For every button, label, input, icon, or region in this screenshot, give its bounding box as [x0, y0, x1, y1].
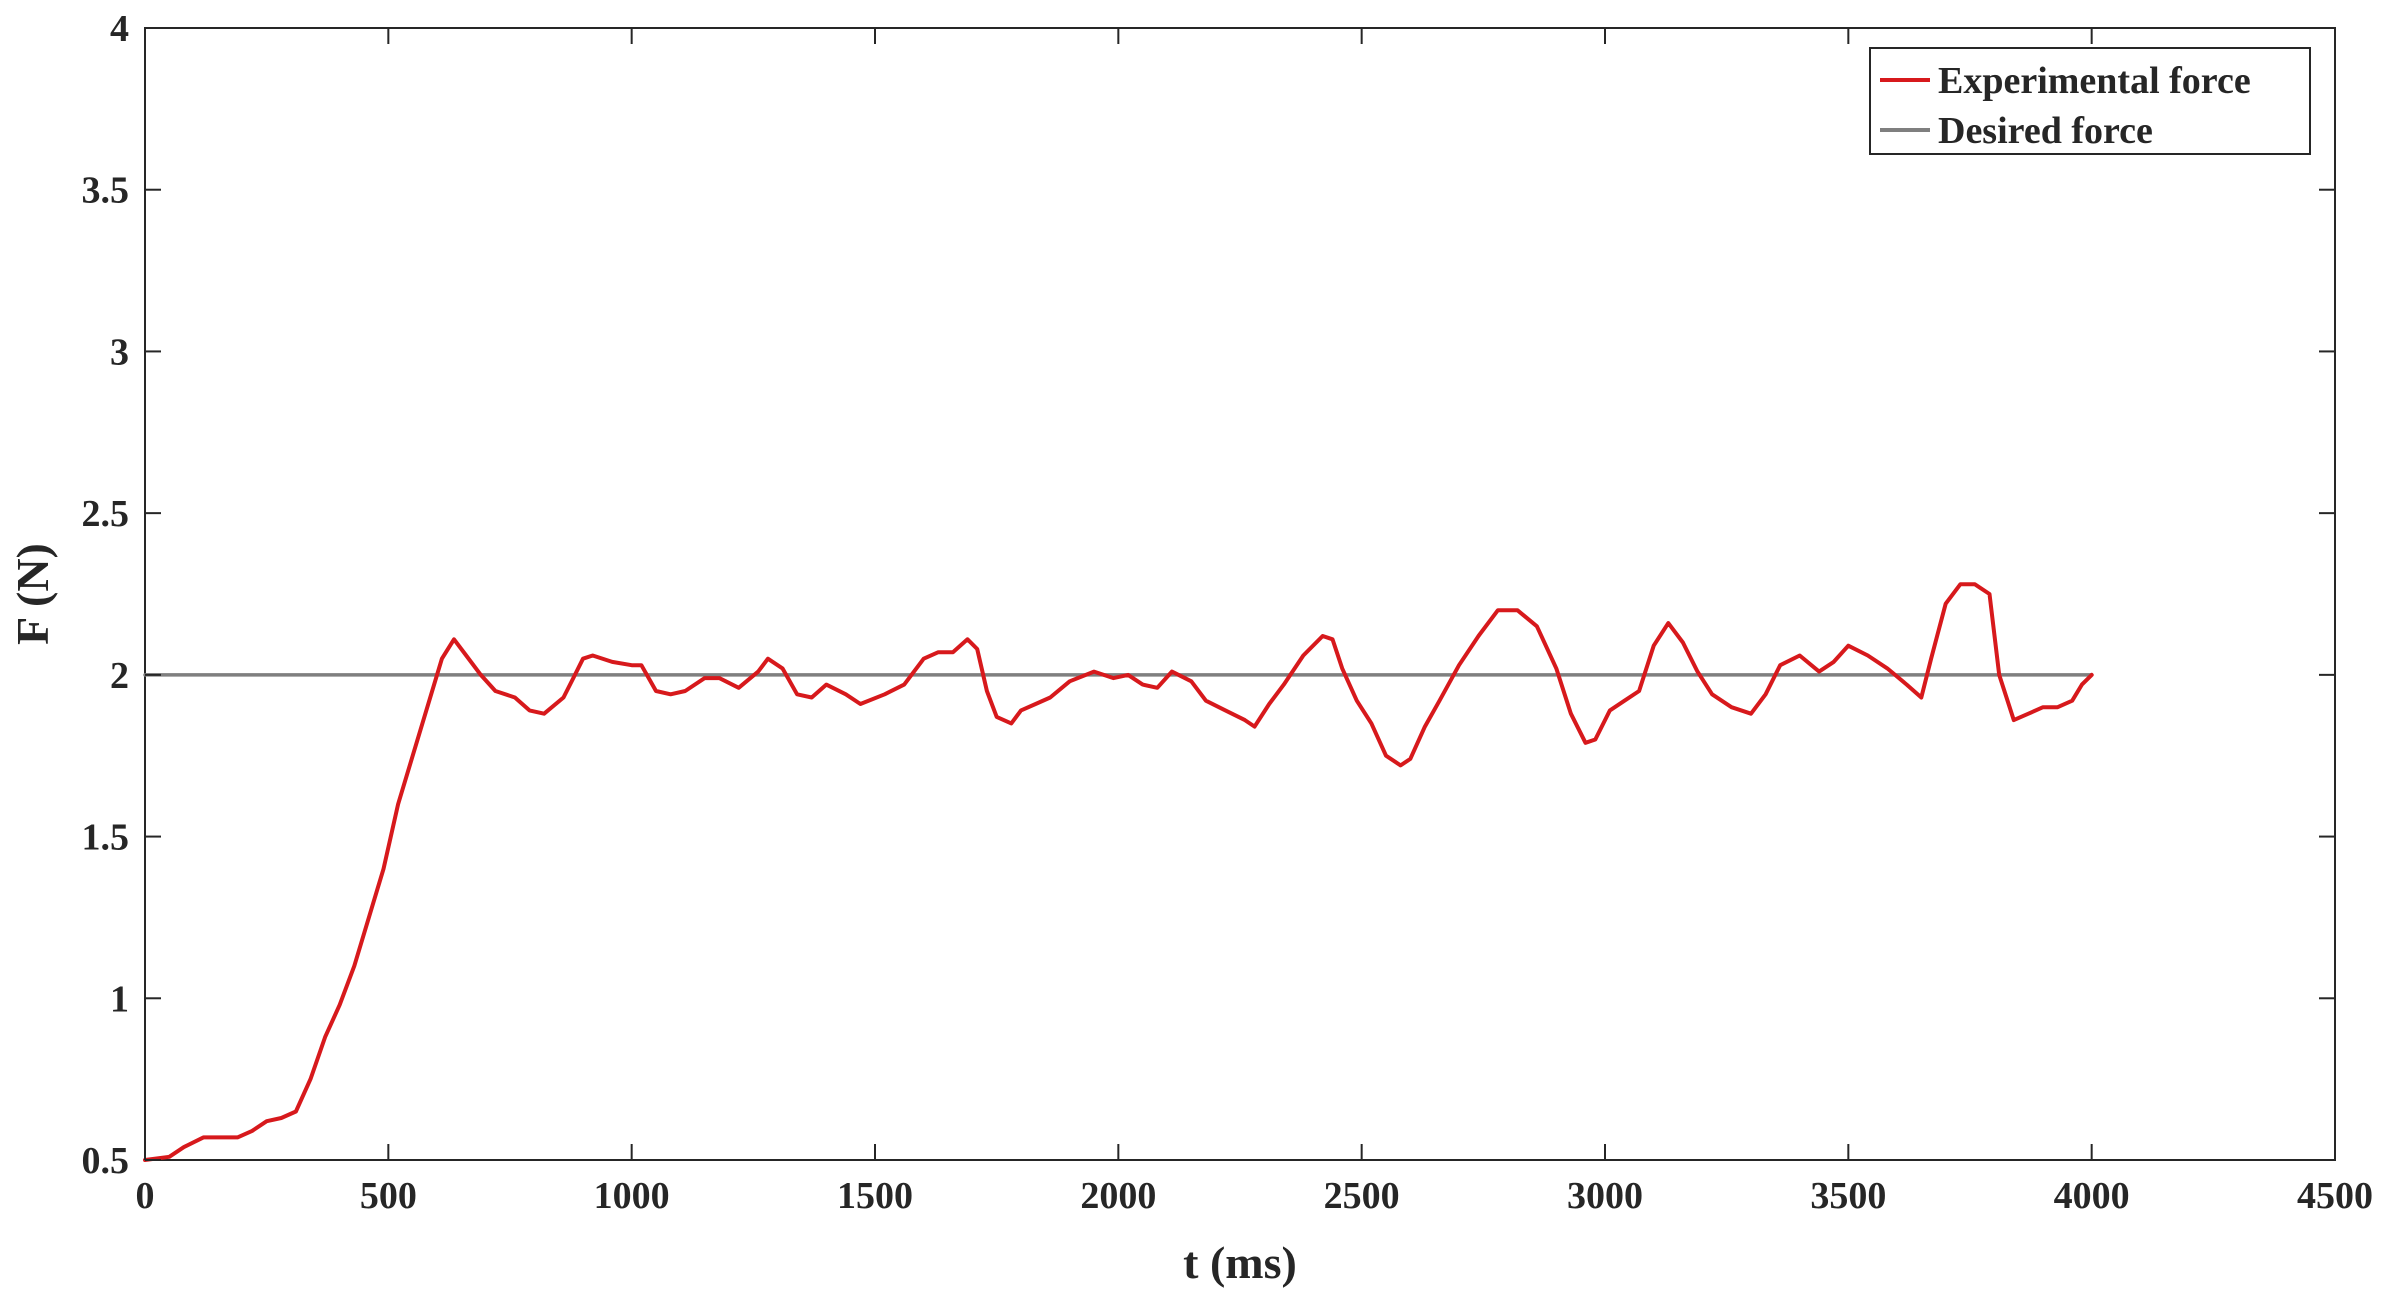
y-tick-label: 3 [110, 331, 129, 373]
y-tick-label: 2 [110, 655, 129, 697]
x-tick-label: 2000 [1080, 1175, 1156, 1217]
series-layer [143, 582, 2094, 1162]
x-tick-label: 1500 [837, 1175, 913, 1217]
y-axis-title: F (N) [7, 543, 58, 645]
y-tick-label: 3.5 [82, 170, 130, 212]
y-tick-label: 2.5 [82, 493, 130, 535]
x-tick-label: 1000 [594, 1175, 670, 1217]
plot-background [144, 27, 2336, 1161]
x-tick-label: 4500 [2297, 1175, 2373, 1217]
x-tick-label: 3500 [1810, 1175, 1886, 1217]
series-line-experimental-force [143, 582, 2094, 1162]
x-tick-label: 2500 [1324, 1175, 1400, 1217]
y-tick-label: 0.5 [82, 1140, 130, 1182]
x-tick-label: 0 [136, 1175, 155, 1217]
x-axis: 0 500 1000 1500 2000 2500 3000 3500 4000 4500 [136, 28, 2373, 1217]
x-tick-label: 3000 [1567, 1175, 1643, 1217]
legend: Experimental force Desired force [1869, 47, 2311, 155]
legend-label-experimental: Experimental force [1938, 60, 2251, 102]
y-axis: 0.5 1 1.5 2 2.5 3 3.5 4 [82, 8, 2335, 1182]
y-tick-label: 1.5 [82, 817, 130, 859]
legend-box [1869, 47, 2311, 155]
x-axis-title: t (ms) [1183, 1237, 1297, 1288]
legend-label-desired: Desired force [1938, 110, 2153, 152]
x-tick-label: 500 [360, 1175, 417, 1217]
x-tick-label: 4000 [2054, 1175, 2130, 1217]
y-tick-label: 1 [110, 978, 129, 1020]
y-tick-label: 4 [110, 8, 129, 50]
